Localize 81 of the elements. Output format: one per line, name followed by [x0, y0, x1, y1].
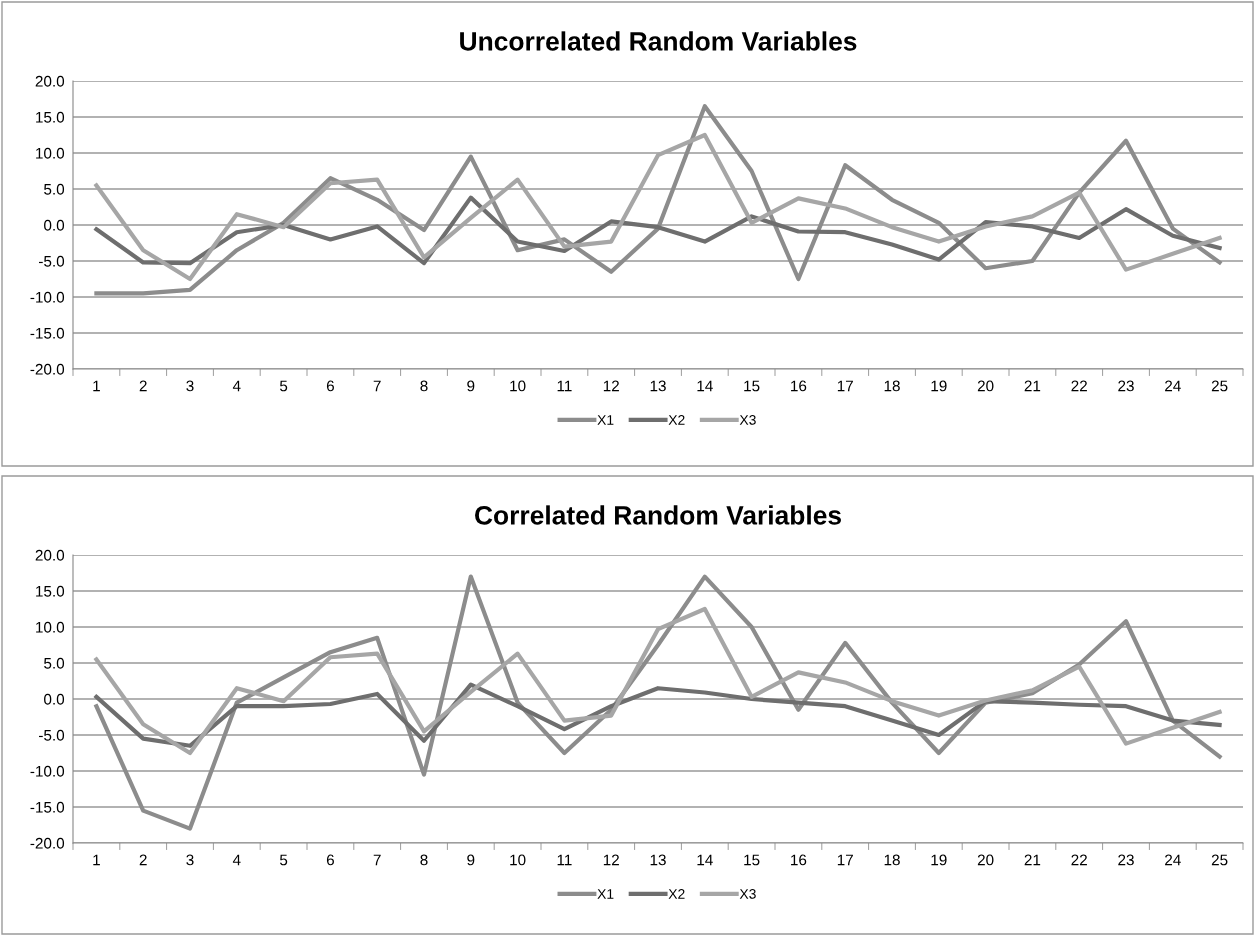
x-tick-label: 11 — [557, 380, 572, 392]
x-tick-label: 7 — [373, 380, 381, 392]
x-tick-label: 7 — [373, 854, 381, 866]
x-tick-label: 2 — [139, 380, 147, 392]
x-tick-label: 22 — [1071, 380, 1087, 392]
x-tick-label: 13 — [650, 854, 666, 866]
x-tick-label: 14 — [697, 380, 713, 392]
x-tick-label: 16 — [791, 380, 807, 392]
legend-label: X2 — [668, 888, 685, 899]
y-tick-label: 15.0 — [36, 111, 65, 123]
x-tick-label: 25 — [1211, 854, 1228, 866]
x-tick-label: 17 — [837, 380, 853, 392]
x-tick-label: 16 — [791, 854, 807, 866]
y-tick-label: 5.0 — [44, 657, 65, 669]
x-tick-label: 24 — [1165, 854, 1181, 866]
x-tick-label: 18 — [884, 380, 900, 392]
x-tick-label: 21 — [1024, 380, 1041, 392]
x-tick-label: 15 — [744, 380, 760, 392]
y-tick-label: 0.0 — [44, 219, 65, 231]
x-tick-label: 6 — [326, 380, 334, 392]
legend-label: X1 — [597, 889, 614, 899]
x-tick-label: 24 — [1165, 380, 1181, 392]
line-series — [94, 195, 1222, 266]
x-tick-label: 22 — [1071, 854, 1087, 866]
x-tick-label: 14 — [697, 854, 713, 866]
y-tick-label: -5.0 — [39, 255, 65, 267]
legend-label: X2 — [668, 414, 685, 425]
x-tick-label: 12 — [603, 380, 619, 392]
x-tick-label: 20 — [977, 380, 994, 392]
x-tick-label: 12 — [603, 854, 619, 866]
x-tick-label: 3 — [186, 380, 194, 392]
y-tick-label: 0.0 — [44, 693, 65, 705]
x-tick-label: 4 — [232, 380, 241, 392]
chart-title: Uncorrelated Random Variables — [460, 31, 857, 51]
y-tick-label: 20.0 — [35, 549, 65, 561]
x-tick-label: 10 — [510, 380, 526, 392]
y-tick-label: -10.0 — [30, 291, 65, 303]
x-tick-label: 9 — [467, 854, 475, 866]
y-tick-label: -20.0 — [30, 363, 65, 375]
y-tick-label: 20.0 — [35, 75, 65, 87]
x-tick-label: 8 — [420, 854, 428, 866]
y-tick-label: 10.0 — [36, 147, 65, 159]
line-series — [94, 132, 1222, 282]
x-tick-label: 9 — [467, 380, 475, 392]
legend-label: X3 — [739, 414, 756, 425]
y-tick-label: -15.0 — [30, 801, 65, 813]
x-tick-label: 1 — [93, 380, 100, 392]
x-tick-label: 1 — [93, 854, 100, 866]
line-series — [94, 606, 1222, 756]
line-series — [94, 682, 1222, 748]
x-tick-label: 21 — [1024, 854, 1041, 866]
x-tick-label: 19 — [931, 380, 947, 392]
x-tick-label: 23 — [1118, 854, 1134, 866]
legend-label: X3 — [739, 888, 756, 899]
y-tick-label: 15.0 — [36, 585, 65, 597]
x-tick-label: 3 — [186, 854, 194, 866]
legend-label: X1 — [597, 415, 614, 425]
y-tick-label: 10.0 — [36, 621, 65, 633]
y-tick-label: -5.0 — [39, 729, 65, 741]
x-tick-label: 4 — [232, 854, 241, 866]
x-tick-label: 6 — [326, 854, 334, 866]
x-tick-label: 18 — [884, 854, 900, 866]
x-tick-label: 20 — [977, 854, 994, 866]
x-tick-label: 23 — [1118, 380, 1134, 392]
x-tick-label: 10 — [510, 854, 526, 866]
x-tick-label: 13 — [650, 380, 666, 392]
y-tick-label: 5.0 — [44, 183, 65, 195]
x-tick-label: 5 — [279, 854, 288, 866]
x-tick-label: 5 — [279, 380, 288, 392]
y-tick-label: -20.0 — [30, 837, 65, 849]
x-tick-label: 8 — [420, 380, 428, 392]
x-tick-label: 15 — [744, 854, 760, 866]
x-tick-label: 11 — [557, 854, 572, 866]
x-tick-label: 17 — [837, 854, 853, 866]
x-tick-label: 2 — [139, 854, 147, 866]
y-tick-label: -15.0 — [30, 327, 65, 339]
y-tick-label: -10.0 — [30, 765, 65, 777]
x-tick-label: 19 — [931, 854, 947, 866]
line-series — [94, 104, 1222, 296]
chart-title: Correlated Random Variables — [475, 505, 841, 525]
x-tick-label: 25 — [1211, 380, 1228, 392]
